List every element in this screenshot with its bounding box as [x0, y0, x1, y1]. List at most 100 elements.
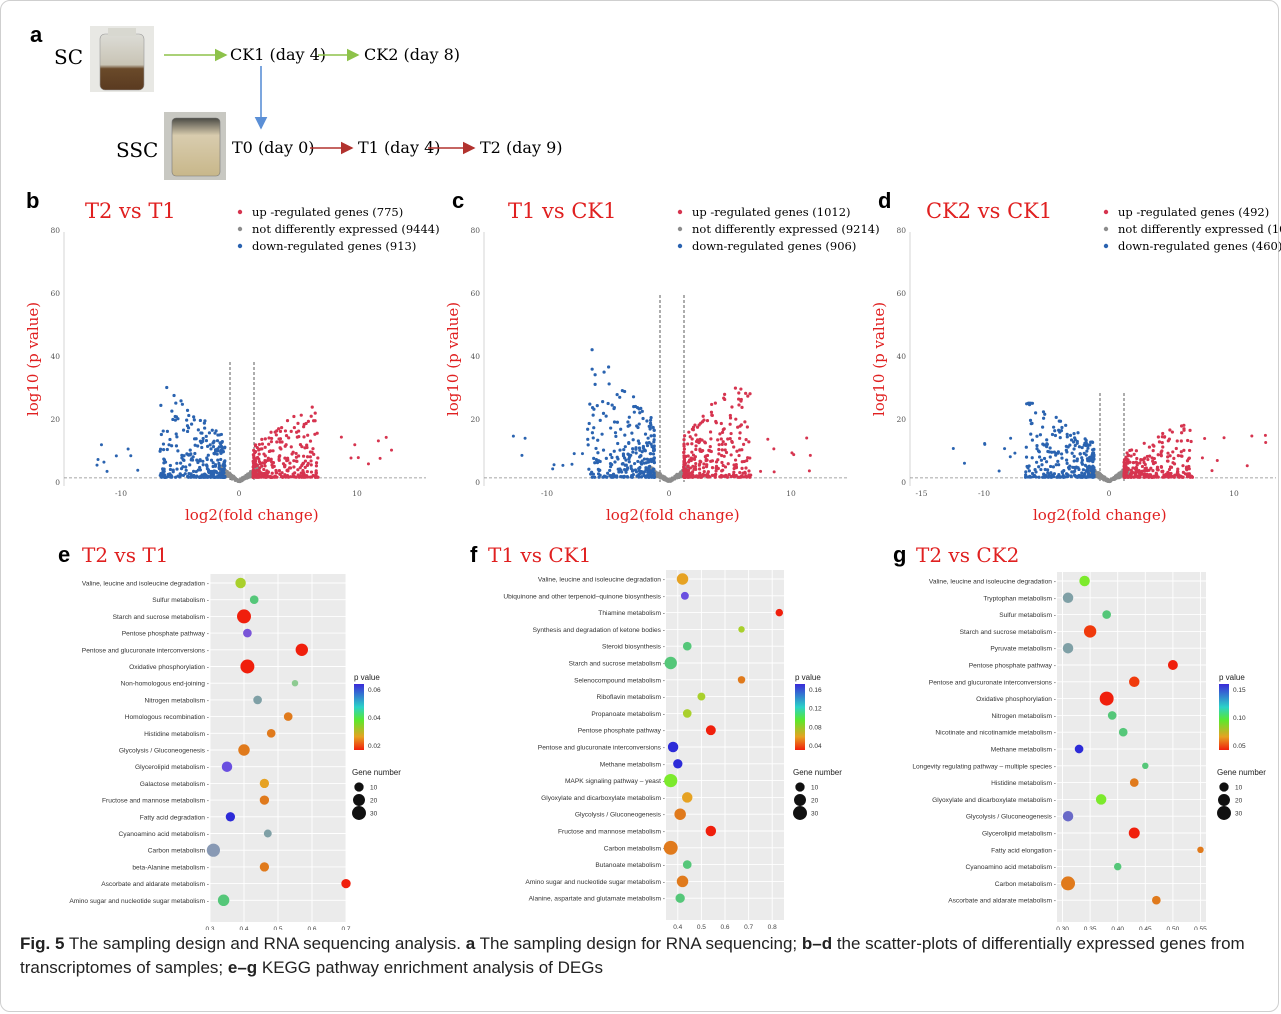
- point-up: [1181, 464, 1185, 468]
- legend-entry: up -regulated genes (775): [252, 205, 403, 219]
- point-down: [630, 431, 634, 435]
- point-down: [1073, 443, 1077, 448]
- point-up: [738, 436, 742, 440]
- point-down: [1024, 445, 1028, 449]
- pathway-bubble: [1107, 711, 1117, 720]
- point-up: [710, 466, 715, 470]
- point-up: [270, 436, 274, 441]
- point-up: [253, 457, 258, 461]
- point-down: [618, 395, 622, 399]
- point-down: [649, 423, 653, 427]
- point-up: [695, 425, 700, 429]
- y-tick-label: 0: [475, 478, 480, 487]
- point-up: [1188, 428, 1192, 432]
- point-down: [632, 405, 636, 409]
- point-down: [592, 426, 596, 430]
- point-up: [278, 429, 283, 433]
- pathway-bubble: [238, 744, 250, 756]
- y-tick-label: 60: [896, 289, 906, 298]
- point-not-significant: [248, 472, 252, 476]
- point-down: [170, 409, 174, 413]
- point-up: [710, 413, 714, 418]
- caption-text-4: KEGG pathway enrichment analysis of DEGs: [257, 958, 603, 977]
- point-up: [251, 464, 256, 468]
- point-up: [1138, 461, 1142, 465]
- pathway-bubble: [1099, 691, 1114, 706]
- point-up: [1127, 475, 1131, 479]
- point-down: [1045, 442, 1049, 446]
- point-up: [1180, 475, 1184, 479]
- point-up: [1139, 458, 1143, 462]
- point-up: [682, 471, 686, 476]
- point-up: [682, 438, 686, 442]
- point-down: [1076, 466, 1080, 470]
- point-up: [698, 459, 702, 463]
- point-down: [622, 474, 626, 478]
- point-down: [591, 413, 595, 417]
- point-down: [1072, 465, 1077, 470]
- point-down: [1048, 446, 1052, 450]
- point-down: [651, 452, 656, 456]
- point-up: [282, 463, 287, 467]
- point-up: [1189, 439, 1193, 444]
- volcano-points: [511, 348, 812, 483]
- size-legend-label: 20: [811, 798, 819, 805]
- point-up: [698, 471, 702, 475]
- point-down: [1035, 434, 1039, 438]
- point-up: [286, 469, 290, 473]
- point-down: [214, 470, 218, 474]
- point-down: [199, 431, 203, 435]
- point-down: [198, 439, 202, 443]
- point-down: [1071, 470, 1075, 474]
- pathway-bubble: [1113, 862, 1122, 871]
- y-axis-label: log10 (p value): [870, 302, 888, 416]
- point-up: [728, 413, 732, 418]
- size-legend-dot: [794, 794, 806, 806]
- point-up: [1131, 461, 1135, 465]
- point-up: [290, 452, 294, 456]
- point-down: [188, 448, 192, 452]
- point-up: [303, 446, 307, 450]
- point-down: [638, 411, 642, 415]
- point-up: [735, 449, 739, 453]
- point-down: [165, 385, 169, 390]
- y-tick-label: 0: [55, 478, 60, 487]
- point-up: [269, 430, 273, 434]
- point-not-significant: [1095, 472, 1099, 476]
- point-down: [632, 410, 636, 414]
- point-up: [253, 451, 257, 455]
- point-down: [219, 457, 223, 462]
- point-down: [619, 427, 623, 431]
- pathway-label: Tryptophan metabolism -: [983, 595, 1056, 602]
- point-up: [316, 456, 320, 460]
- point-down: [587, 467, 591, 471]
- point-down: [1042, 456, 1047, 461]
- pathway-bubble: [675, 893, 685, 903]
- point-up: [746, 394, 750, 398]
- point-up: [684, 454, 688, 459]
- point-not-significant: [676, 473, 680, 477]
- point-down: [651, 425, 655, 430]
- point-down: [623, 463, 627, 467]
- point-down: [1060, 470, 1064, 474]
- colorbar-tick: 0.02: [368, 743, 381, 750]
- legend-entry: down-regulated genes (460): [1118, 239, 1281, 253]
- point-up: [692, 467, 696, 471]
- point-down: [637, 422, 641, 426]
- point-up: [1176, 453, 1180, 458]
- point-up: [724, 473, 728, 477]
- pathway-label: Non-homologous end-joining -: [121, 681, 209, 688]
- size-legend-dot: [793, 806, 807, 820]
- point-up: [1182, 448, 1186, 452]
- point-down: [1065, 458, 1069, 462]
- pathway-label: Pentose phosphate pathway -: [969, 663, 1056, 670]
- point-down: [620, 475, 624, 479]
- x-tick-label: 0.45: [1139, 926, 1152, 930]
- point-down: [561, 463, 565, 467]
- point-down: [552, 463, 556, 467]
- point-down: [1086, 446, 1090, 450]
- point-up: [687, 460, 691, 464]
- y-tick-label: 60: [470, 289, 480, 298]
- point-up: [302, 454, 306, 458]
- point-down: [592, 456, 596, 460]
